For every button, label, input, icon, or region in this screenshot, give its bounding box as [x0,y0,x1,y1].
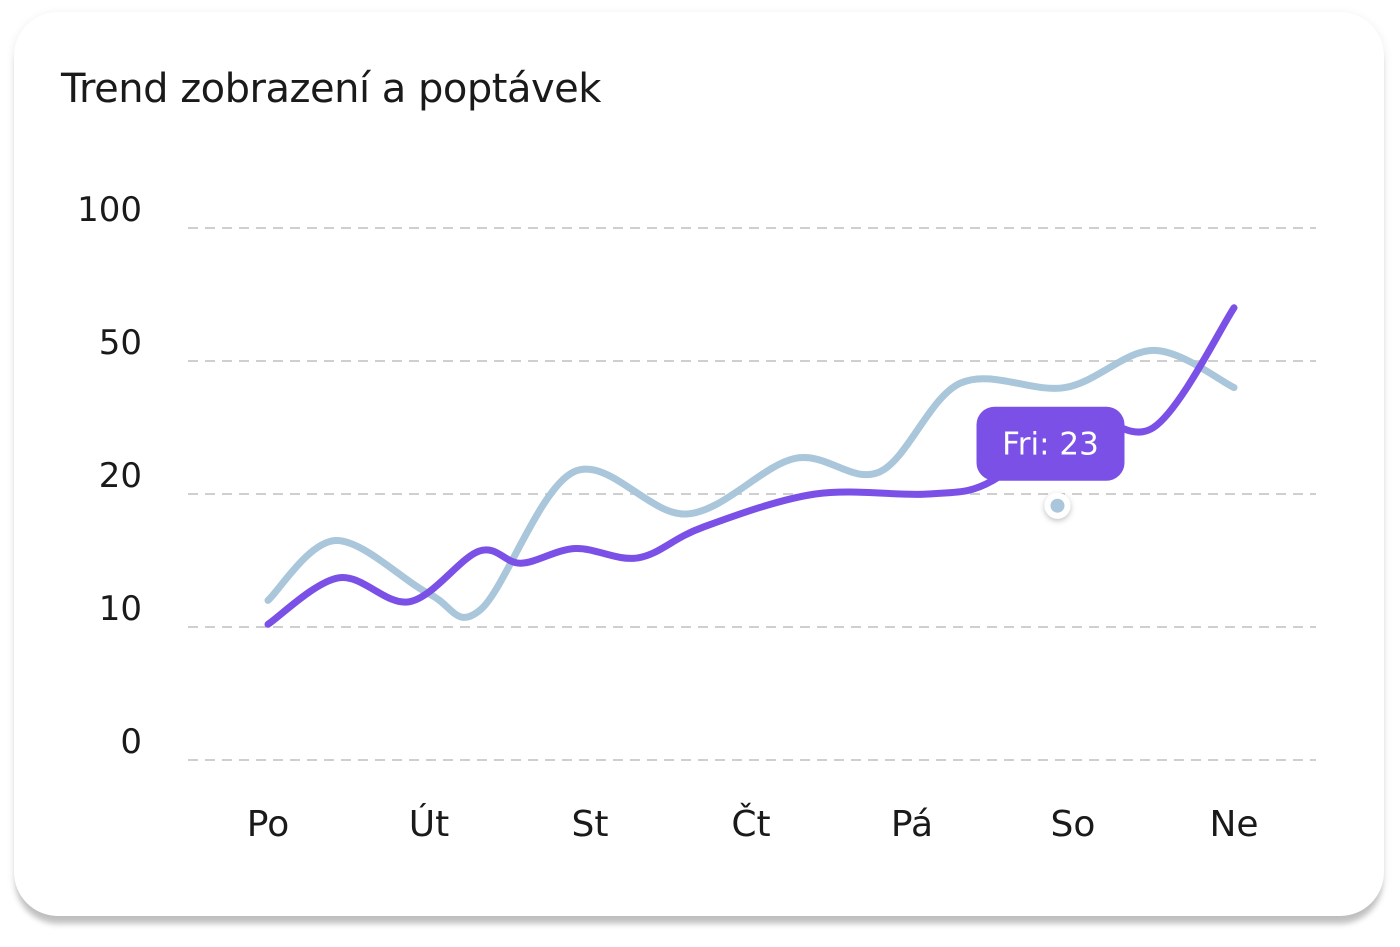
y-tick-label: 10 [99,589,142,629]
x-tick-label: Po [247,804,289,845]
y-axis: 0 10 20 50 100 [77,190,142,762]
tooltip-marker[interactable] [1050,498,1065,513]
tooltip-box [976,406,1125,481]
x-tick-label: So [1051,804,1096,845]
chart-card [14,12,1384,916]
x-axis: Po Út St Čt Pá So Ne [247,803,1259,845]
y-tick-label: 100 [77,190,142,230]
y-tick-label: 50 [99,323,142,363]
x-tick-label: St [572,804,609,845]
chart-title: Trend zobrazení a poptávek [61,66,601,112]
series-line-1 [264,346,1238,621]
x-tick-label: Pá [891,804,933,845]
tooltip[interactable]: Fri: 23 [976,406,1125,519]
x-tick-label: Čt [731,803,770,845]
x-tick-label: Ne [1209,804,1258,845]
y-tick-label: 20 [99,456,142,496]
tooltip-label: Fri: 23 [1002,427,1099,463]
x-tick-label: Út [409,803,449,845]
y-tick-label: 0 [120,722,142,762]
grid [188,227,1316,761]
